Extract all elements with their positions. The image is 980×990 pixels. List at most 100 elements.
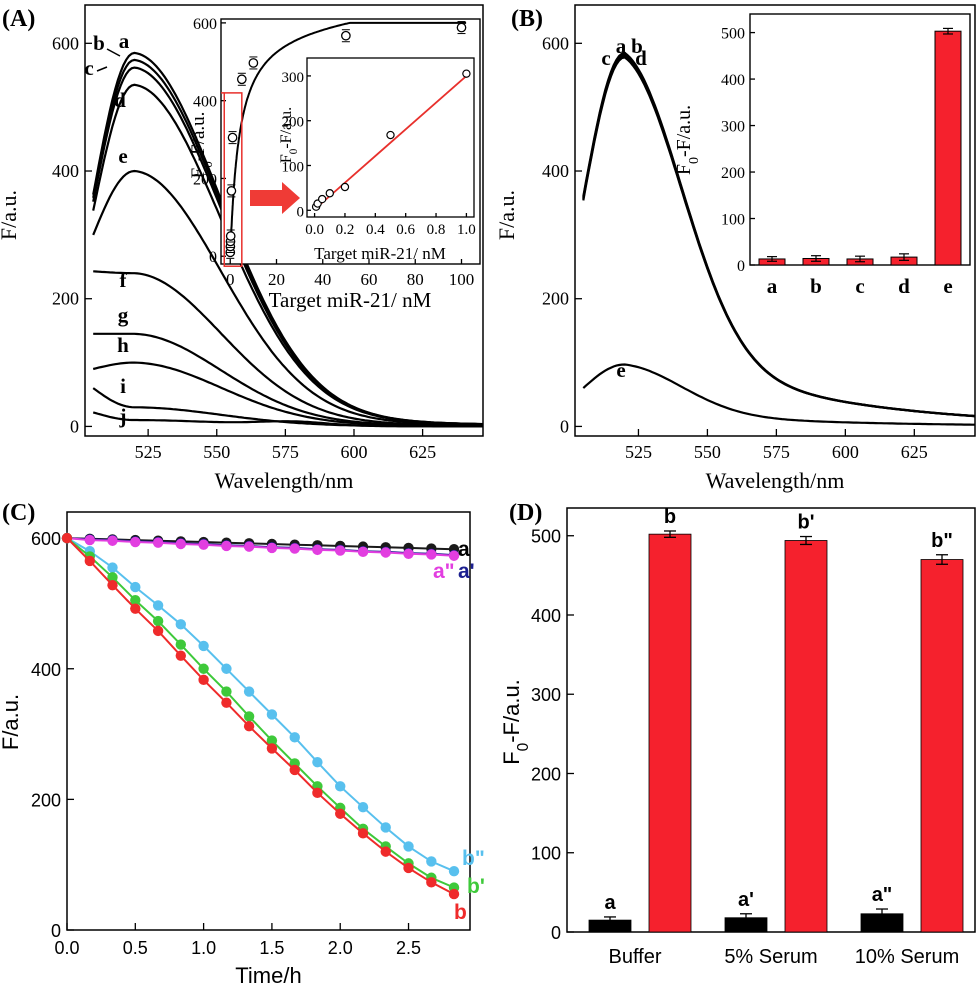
curve-b-label-0: c: [601, 46, 610, 70]
inset-a2-xtick-label-5: 1.0: [457, 222, 476, 238]
series-5-point-9: [266, 743, 278, 754]
series-3-point-8: [243, 686, 255, 697]
panel-a-ytick-label-2: 400: [52, 161, 79, 181]
panel-d-bar-label-2-1: b": [931, 530, 953, 552]
panel-b-xtick-label-0: 525: [625, 442, 652, 462]
panel-a-xtick-label-1: 550: [203, 442, 230, 462]
panel-b-ytick-label-1: 200: [542, 289, 569, 309]
inset-b-ytick-label-5: 500: [721, 26, 745, 43]
curve-j: [92, 411, 483, 428]
panel-d-category-0: Buffer: [609, 946, 662, 968]
series-5-point-7: [221, 697, 232, 708]
inset-b-y-axis-label: F0-F/a.u.: [673, 105, 702, 175]
series-5-point-5: [175, 650, 186, 661]
series-3-point-7: [221, 663, 232, 674]
series-3-point-17: [448, 866, 460, 877]
panel-d-frame: [566, 507, 976, 933]
series-2-point-10: [289, 543, 300, 554]
inset-a-zoom-box: [223, 92, 243, 267]
panel-d-y-axis-label-rest: -F/a.u.: [499, 679, 524, 743]
panel-d-bar-label-0-0: a: [604, 892, 616, 914]
panel-b-x-axis-label: Wavelength/nm: [706, 468, 845, 493]
panel-c: (C) 0.0 0.5 1.0 1.5 2.0 2.5 0 200 400 600 Time/h F/a…: [0, 500, 485, 988]
series-5-point-15: [403, 862, 414, 874]
inset-b-ytick-label-4: 400: [721, 72, 745, 89]
curve-label-b: b: [93, 31, 105, 55]
curve-d: [92, 83, 484, 426]
series-5-point-12: [335, 808, 346, 819]
panel-c-xtick-label-0: 0.0: [54, 938, 79, 958]
series-2-point-9: [266, 542, 278, 554]
inset-a2-point-4: [340, 182, 350, 192]
series-5-point-8: [243, 721, 255, 732]
inset-b-y-axis-label-rest: -F/a.u.: [673, 105, 695, 157]
curve-label-d: d: [114, 88, 126, 112]
series-2-point-12: [335, 545, 346, 556]
panel-b-ytick-label-2: 400: [542, 161, 569, 181]
inset-b-category-d: d: [898, 274, 910, 298]
panel-c-xtick-label-4: 2.0: [328, 938, 353, 958]
series-label-4: b': [467, 875, 485, 898]
inset-a-point-3: [225, 231, 236, 241]
series-label-0: a: [458, 538, 470, 561]
panel-d-ytick-label-5: 500: [531, 527, 561, 547]
series-5-point-2: [107, 579, 118, 591]
inset-b-category-e: e: [943, 274, 952, 298]
series-5-point-1: [84, 555, 96, 567]
inset-a2-y-axis-label: F0-F/a.u.: [278, 107, 300, 163]
inset-b-y-axis-label-f: F: [673, 164, 695, 175]
inset-b-bar-e: [934, 30, 962, 266]
series-3-point-9: [266, 709, 278, 720]
series-2-point-7: [221, 540, 232, 552]
panel-b-xtick-label-2: 575: [763, 442, 790, 462]
curve-label-a: a: [119, 29, 130, 53]
inset-a2-xtick-label-1: 0.2: [336, 222, 355, 238]
series-3-point-5: [175, 619, 186, 630]
inset-a2-x-axis-label: Target miR-21/ nM: [314, 244, 446, 263]
inset-a-xtick-label-1: 20: [268, 270, 285, 289]
inset-a-point-4: [226, 186, 237, 196]
inset-a2-ytick-label-3: 300: [282, 70, 305, 86]
inset-a-point-7: [248, 58, 259, 68]
series-line-3: [66, 537, 455, 873]
panel-a-ytick-label-3: 600: [52, 33, 79, 53]
panel-a-ytick-label-1: 200: [52, 289, 79, 309]
curve-label-h: h: [117, 333, 129, 357]
zoom-arrow: [250, 182, 300, 214]
panel-c-ytick-label-2: 400: [31, 660, 61, 680]
panel-c-ytick-label-0: 0: [51, 921, 61, 941]
inset-a-y-axis-label-rest: -F/a.u.: [188, 112, 209, 162]
panel-a-xtick-label-0: 525: [135, 442, 162, 462]
series-4-point-5: [175, 639, 186, 650]
curve-b-label-4: e: [616, 358, 625, 382]
series-5-point-4: [152, 625, 164, 637]
panel-d-y-axis-label-sub: 0: [515, 743, 532, 752]
panel-d-ytick-label-1: 100: [531, 844, 561, 864]
label-pointer-b: [106, 48, 121, 57]
series-2-point-14: [380, 547, 391, 558]
series-5-point-16: [426, 877, 437, 888]
inset-b-ytick-label-1: 100: [721, 212, 745, 229]
inset-a-ytick-label-0: 0: [209, 249, 217, 266]
series-5-point-3: [130, 603, 141, 614]
curve-b-label-1: a: [616, 34, 627, 58]
series-3-point-11: [312, 756, 323, 768]
curve-b-label-3: d: [635, 46, 647, 70]
inset-a-ytick-label-3: 600: [193, 16, 217, 33]
series-5-point-0: [61, 532, 73, 544]
series-2-point-6: [198, 539, 209, 550]
curve-label-f: f: [120, 268, 128, 292]
panel-b-frame: [574, 4, 976, 437]
series-4-point-4: [152, 615, 164, 627]
panel-d-title: (D): [509, 500, 542, 526]
panel-c-y-axis-label: F/a.u.: [0, 694, 23, 750]
series-4-point-7: [221, 686, 232, 697]
panel-b-ytick-label-0: 0: [560, 416, 569, 436]
series-2-point-16: [426, 549, 437, 560]
panel-a-ytick-label-0: 0: [70, 416, 79, 436]
panel-c-frame: [66, 511, 471, 931]
panel-d-bar-2-1: [920, 559, 964, 933]
panel-b: (B) 525 550 575 600 625 0 200 400 600 Wavelength/n…: [494, 4, 976, 493]
panel-d-bar-1-1: [784, 540, 828, 933]
